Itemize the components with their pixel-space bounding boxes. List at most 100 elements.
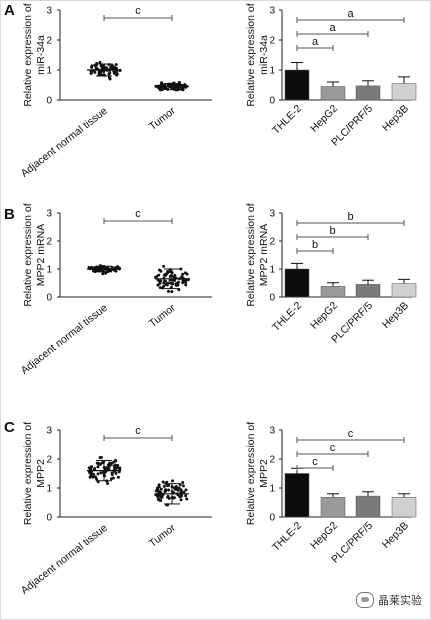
bar-hep3b	[391, 497, 417, 518]
x-tick-label: THLE-2	[270, 520, 304, 554]
data-point	[179, 494, 183, 498]
data-point	[91, 475, 95, 479]
bar-hepg2	[320, 86, 346, 101]
watermark: 晶莱实验	[356, 592, 422, 608]
data-point	[154, 489, 158, 493]
data-point	[185, 272, 189, 276]
y-axis-label: miR-34a	[258, 35, 270, 75]
data-point	[179, 498, 183, 502]
data-point	[88, 475, 92, 479]
data-point	[99, 269, 103, 273]
data-point	[99, 471, 103, 475]
data-point	[96, 465, 100, 469]
data-point	[160, 495, 164, 499]
y-tick-label: 3	[269, 6, 275, 17]
data-point	[169, 274, 173, 278]
y-tick-label: 1	[269, 265, 275, 276]
data-point	[115, 466, 119, 470]
data-point	[179, 267, 183, 271]
x-tick-label: Hep3B	[380, 520, 411, 551]
data-point	[108, 71, 112, 75]
y-axis-label: MPP2	[35, 459, 47, 488]
panel-letter-A: A	[4, 2, 15, 19]
y-axis-label: Relative expression of	[22, 3, 34, 106]
x-tick-label: Hep3B	[380, 300, 411, 331]
y-tick-label: 2	[46, 237, 52, 248]
data-point	[162, 484, 166, 488]
significance-label: b	[312, 239, 318, 251]
significance-label: a	[347, 8, 354, 20]
significance-label: c	[312, 456, 318, 468]
bar-hep3b	[391, 283, 417, 298]
data-point	[95, 461, 99, 465]
bar-hepg2	[320, 497, 346, 518]
data-point	[184, 488, 188, 492]
data-point	[156, 494, 160, 498]
data-point	[112, 71, 116, 75]
y-axis-label: MPP2 mRNA	[35, 224, 47, 286]
data-point	[114, 459, 118, 463]
data-point	[165, 283, 169, 287]
data-point	[179, 488, 183, 492]
x-tick-label: THLE-2	[270, 300, 304, 334]
y-axis-label: MPP2 mRNA	[258, 224, 270, 286]
bar-plc-prf-5	[355, 85, 381, 101]
x-tick-label: Adjacent normal tissue	[19, 302, 110, 377]
x-tick-label: Hep3B	[380, 103, 411, 134]
y-tick-label: 1	[46, 66, 52, 77]
data-point	[172, 279, 176, 283]
data-point	[174, 484, 178, 488]
data-point	[173, 273, 177, 277]
x-tick-label: HepG2	[308, 300, 340, 332]
y-tick-label: 0	[269, 96, 275, 107]
scatter-chart-A: Relative expression of miR-34a 0 1 2 3 Adjacen…	[19, 3, 212, 180]
data-point	[163, 86, 167, 90]
data-point	[95, 477, 99, 481]
y-axis-label: Relative expression of	[22, 203, 34, 306]
data-point	[90, 64, 94, 68]
y-tick-label: 3	[269, 209, 275, 220]
data-point	[90, 265, 94, 269]
significance-label: c	[135, 208, 141, 220]
data-point	[164, 488, 168, 492]
data-point	[114, 63, 118, 67]
bar-chart-C: Relative expression of MPP2 0 1 2 3 THLE-2 HepG…	[245, 422, 417, 566]
data-point	[160, 81, 164, 85]
watermark-text: 晶莱实验	[378, 595, 422, 607]
y-tick-label: 0	[46, 293, 52, 304]
y-axis-label: Relative expression of	[245, 203, 257, 306]
data-point	[173, 487, 177, 491]
x-tick-label: Tumor	[147, 522, 178, 550]
data-point	[171, 479, 175, 483]
data-point	[157, 86, 161, 90]
data-point	[184, 278, 188, 282]
wechat-icon	[356, 592, 374, 608]
y-tick-label: 1	[46, 265, 52, 276]
y-tick-label: 1	[269, 484, 275, 495]
data-point	[157, 268, 161, 272]
data-point	[158, 281, 162, 285]
data-point	[107, 467, 111, 471]
data-point	[110, 471, 114, 475]
bar-plc-prf-5	[355, 495, 381, 518]
data-point	[116, 475, 120, 479]
data-point	[89, 467, 93, 471]
data-point	[181, 484, 185, 488]
bar-thle-2	[284, 473, 310, 518]
significance-label: a	[312, 36, 319, 48]
x-tick-label: Tumor	[147, 105, 178, 133]
y-tick-label: 2	[269, 237, 275, 248]
y-tick-label: 0	[269, 293, 275, 304]
data-point	[110, 265, 114, 269]
data-point	[94, 66, 98, 70]
y-tick-label: 1	[269, 66, 275, 77]
y-tick-label: 2	[46, 36, 52, 47]
data-point	[98, 456, 102, 460]
y-axis-label: MPP2	[258, 459, 270, 488]
data-point	[105, 466, 109, 470]
bar-hep3b	[391, 83, 417, 101]
data-point	[94, 475, 98, 479]
y-axis-label: Relative expression of	[245, 422, 257, 525]
y-tick-label: 1	[46, 484, 52, 495]
